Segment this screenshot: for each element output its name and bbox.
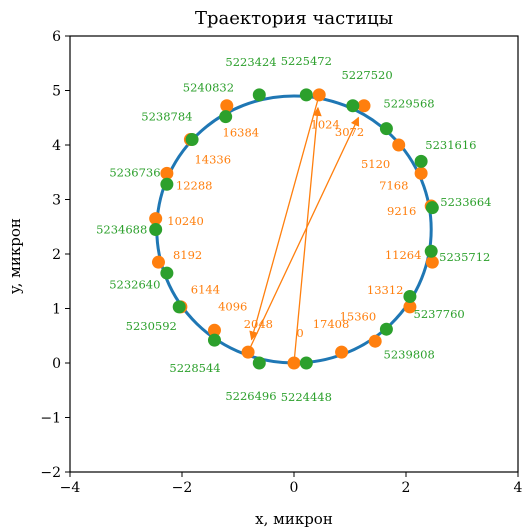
y-tick-label: 1: [52, 302, 61, 318]
y-tick-label: −2: [40, 465, 61, 481]
point-label: 12288: [176, 179, 213, 193]
y-tick-label: 3: [52, 193, 61, 209]
point-label: 5239808: [384, 347, 435, 361]
chart-title: Траектория частицы: [195, 8, 393, 29]
data-point: [149, 212, 163, 226]
x-tick-label: 2: [402, 480, 411, 496]
point-label: 14336: [194, 153, 231, 167]
data-point: [425, 201, 439, 215]
data-point: [252, 356, 266, 370]
data-point: [172, 300, 186, 314]
point-label: 9216: [387, 204, 416, 218]
point-label: 5226496: [225, 389, 276, 403]
point-label: 5234688: [96, 222, 147, 236]
point-label: 8192: [173, 248, 202, 262]
data-point: [379, 322, 393, 336]
data-point: [287, 356, 301, 370]
data-point: [241, 345, 255, 359]
trajectory-circle: [155, 94, 433, 365]
x-tick-label: −2: [172, 480, 193, 496]
data-point: [207, 333, 221, 347]
data-point: [425, 255, 439, 269]
point-label: 16384: [223, 125, 260, 139]
data-point: [299, 88, 313, 102]
arrows: [249, 100, 360, 358]
data-point: [368, 334, 382, 348]
data-point: [149, 222, 163, 236]
data-point: [357, 99, 371, 113]
data-point: [160, 177, 174, 191]
point-label: 7168: [379, 179, 408, 193]
data-point: [414, 166, 428, 180]
point-label: 6144: [191, 283, 220, 297]
data-point: [151, 255, 165, 269]
point-label: 5230592: [126, 319, 177, 333]
y-tick-label: 5: [52, 84, 61, 100]
point-label: 5120: [361, 157, 390, 171]
point-label: 3072: [335, 125, 364, 139]
data-point: [346, 99, 360, 113]
y-tick-label: 6: [52, 29, 61, 45]
point-label: 10240: [167, 214, 204, 228]
data-point: [312, 88, 326, 102]
plot-frame: [69, 35, 519, 473]
point-label: 5231616: [425, 138, 476, 152]
point-label: 13312: [367, 283, 404, 297]
data-point: [252, 88, 266, 102]
point-label: 5232640: [109, 277, 160, 291]
data-point: [220, 99, 234, 113]
data-point: [219, 110, 233, 124]
point-labels: 0 1024 2048 3072 4096 5120 6144 7168 8192 9216 102…: [96, 54, 491, 404]
data-point: [403, 300, 417, 314]
trajectory-arrow: [293, 106, 322, 358]
data-point: [299, 356, 313, 370]
point-label: 5228544: [169, 361, 220, 375]
data-point: [160, 266, 174, 280]
data-point: [424, 244, 438, 258]
point-label: 0: [296, 326, 303, 340]
data-point: [414, 154, 428, 168]
trajectory-arrow: [250, 116, 360, 347]
y-tick-label: 0: [52, 356, 61, 372]
point-label: 15360: [340, 310, 377, 324]
point-label: 5238784: [141, 110, 192, 124]
data-point: [403, 290, 417, 304]
x-tick-label: 4: [514, 480, 522, 496]
point-label: 5225472: [281, 54, 332, 68]
x-axis-label: x, микрон: [255, 510, 333, 528]
data-point: [185, 133, 199, 147]
data-point: [207, 323, 221, 337]
x-tick-label: −4: [60, 480, 81, 496]
x-tick-label: 0: [290, 480, 299, 496]
point-label: 2048: [244, 317, 273, 331]
data-point: [379, 122, 393, 136]
point-label: 5223424: [225, 55, 276, 69]
trajectory-arrow: [249, 100, 319, 341]
point-label: 5240832: [183, 80, 234, 94]
point-label: 11264: [385, 248, 422, 262]
point-label: 5236736: [109, 166, 160, 180]
point-label: 5233664: [440, 195, 491, 209]
point-label: 5237760: [414, 307, 465, 321]
point-label: 5227520: [341, 68, 392, 82]
data-point: [392, 138, 406, 152]
y-tick-label: 4: [52, 138, 61, 154]
point-label: 5224448: [281, 390, 332, 404]
data-point: [335, 345, 349, 359]
y-tick-label: 2: [52, 247, 61, 263]
data-point: [160, 166, 174, 180]
trajectory: [155, 94, 433, 365]
point-label: 5235712: [439, 250, 490, 264]
y-axis-label: y, микрон: [6, 218, 24, 295]
point-label: 17408: [313, 317, 350, 331]
y-tick-label: −1: [40, 411, 61, 427]
point-label: 4096: [218, 300, 247, 314]
point-label: 5229568: [383, 96, 434, 110]
point-label: 1024: [311, 117, 340, 131]
data-points: [149, 88, 439, 370]
